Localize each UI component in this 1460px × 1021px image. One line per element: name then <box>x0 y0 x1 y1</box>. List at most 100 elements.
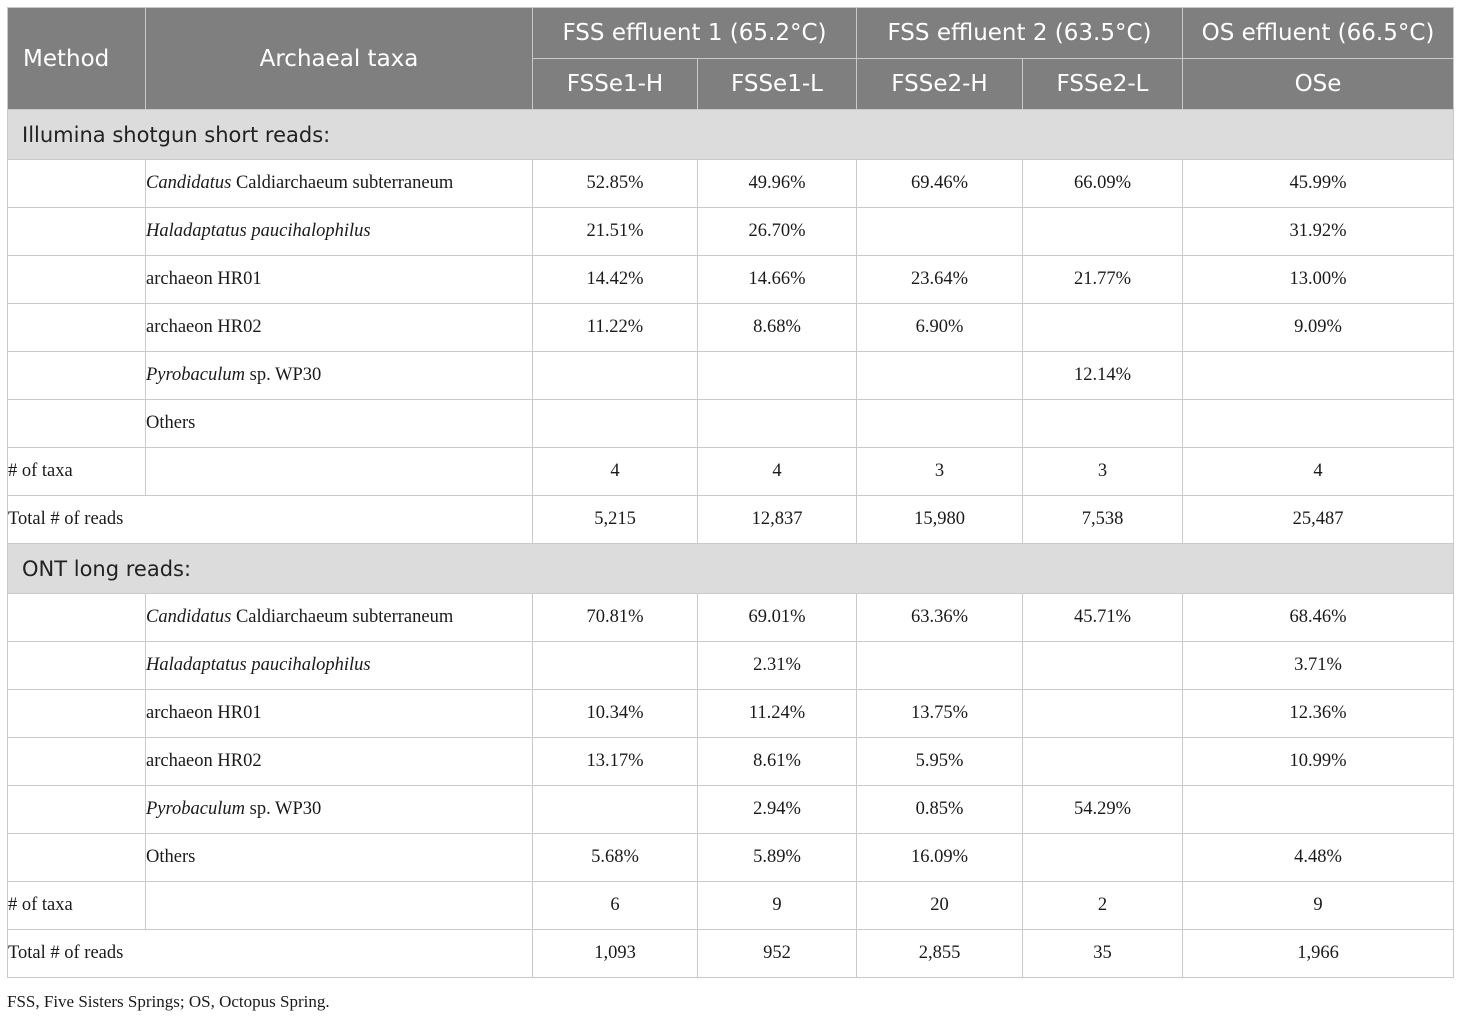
table-row: Pyrobaculum sp. WP30 2.94% 0.85% 54.29% <box>7 785 1454 834</box>
taxon-name-cell: archaeon HR02 <box>145 303 533 352</box>
taxon-name-cell: archaeon HR02 <box>145 737 533 786</box>
total-reads-value: 1,966 <box>1182 929 1454 978</box>
header-sample-fsse2-h: FSSe2-H <box>856 58 1023 110</box>
abundance-cell <box>1022 689 1183 738</box>
method-cell <box>7 689 146 738</box>
abundance-cell: 11.24% <box>697 689 857 738</box>
method-cell <box>7 303 146 352</box>
abundance-cell: 13.17% <box>532 737 698 786</box>
taxa-count-row: # of taxa 4 4 3 3 4 <box>7 447 1454 496</box>
abundance-cell <box>1182 351 1454 400</box>
taxon-name-rest: Caldiarchaeum subterraneum <box>231 173 454 193</box>
method-cell <box>7 833 146 882</box>
abundance-cell: 14.66% <box>697 255 857 304</box>
abundance-cell <box>532 351 698 400</box>
taxon-name-italic: Pyrobaculum <box>146 365 245 385</box>
taxon-name-rest: archaeon HR01 <box>146 269 262 289</box>
abundance-cell: 26.70% <box>697 207 857 256</box>
abundance-cell: 5.95% <box>856 737 1023 786</box>
abundance-cell <box>1182 399 1454 448</box>
abundance-cell: 5.89% <box>697 833 857 882</box>
empty-taxon-cell <box>145 881 533 930</box>
method-cell <box>7 785 146 834</box>
abundance-cell: 11.22% <box>532 303 698 352</box>
abundance-cell: 69.46% <box>856 159 1023 208</box>
taxa-count-value: 9 <box>1182 881 1454 930</box>
taxa-count-value: 9 <box>697 881 857 930</box>
abundance-cell: 21.51% <box>532 207 698 256</box>
abundance-cell: 2.31% <box>697 641 857 690</box>
abundance-cell: 21.77% <box>1022 255 1183 304</box>
header-sample-fsse1-l: FSSe1-L <box>697 58 857 110</box>
header-sample-fsse1-h: FSSe1-H <box>532 58 698 110</box>
abundance-cell <box>856 207 1023 256</box>
total-reads-row: Total # of reads 5,215 12,837 15,980 7,538 25… <box>7 495 1454 544</box>
method-cell <box>7 399 146 448</box>
taxa-count-value: 6 <box>532 881 698 930</box>
abundance-cell: 5.68% <box>532 833 698 882</box>
taxon-name-italic: Candidatus <box>146 173 232 193</box>
taxon-name-cell: Pyrobaculum sp. WP30 <box>145 785 533 834</box>
abundance-cell <box>856 399 1023 448</box>
abundance-cell <box>1022 303 1183 352</box>
abundance-cell: 14.42% <box>532 255 698 304</box>
taxon-name-rest: archaeon HR02 <box>146 751 262 771</box>
abundance-cell: 8.61% <box>697 737 857 786</box>
header-sample-ose: OSe <box>1182 58 1454 110</box>
section-header-row: Illumina shotgun short reads: <box>7 109 1454 160</box>
abundance-cell: 10.34% <box>532 689 698 738</box>
section-title: ONT long reads: <box>7 543 1454 594</box>
taxon-name-cell: Others <box>145 833 533 882</box>
abundance-cell: 12.14% <box>1022 351 1183 400</box>
method-cell <box>7 255 146 304</box>
abundance-cell <box>1182 785 1454 834</box>
taxon-name-italic: Candidatus <box>146 607 232 627</box>
total-reads-value: 25,487 <box>1182 495 1454 544</box>
abundance-cell <box>1022 207 1183 256</box>
abundance-cell: 68.46% <box>1182 593 1454 642</box>
taxon-name-cell: archaeon HR01 <box>145 255 533 304</box>
taxon-name-cell: archaeon HR01 <box>145 689 533 738</box>
abundance-cell: 45.71% <box>1022 593 1183 642</box>
method-cell <box>7 641 146 690</box>
taxa-count-value: 20 <box>856 881 1023 930</box>
total-reads-row: Total # of reads 1,093 952 2,855 35 1,966 <box>7 929 1454 978</box>
section-header-row: ONT long reads: <box>7 543 1454 594</box>
abundance-cell: 3.71% <box>1182 641 1454 690</box>
header-group-fss-effluent-1: FSS effluent 1 (65.2°C) <box>532 7 857 59</box>
taxa-count-label: # of taxa <box>7 881 146 930</box>
taxa-count-value: 4 <box>1182 447 1454 496</box>
taxa-count-value: 4 <box>532 447 698 496</box>
abundance-cell: 12.36% <box>1182 689 1454 738</box>
taxon-name-cell: Candidatus Caldiarchaeum subterraneum <box>145 159 533 208</box>
table-row: archaeon HR01 10.34% 11.24% 13.75% 12.36% <box>7 689 1454 738</box>
abundance-cell: 0.85% <box>856 785 1023 834</box>
taxa-count-row: # of taxa 6 9 20 2 9 <box>7 881 1454 930</box>
taxon-name-rest: archaeon HR01 <box>146 703 262 723</box>
taxon-name-cell: Others <box>145 399 533 448</box>
method-cell <box>7 737 146 786</box>
abundance-cell: 8.68% <box>697 303 857 352</box>
taxon-name-italic: Pyrobaculum <box>146 799 245 819</box>
method-cell <box>7 593 146 642</box>
table-row: Candidatus Caldiarchaeum subterraneum 52.… <box>7 159 1454 208</box>
taxon-name-cell: Candidatus Caldiarchaeum subterraneum <box>145 593 533 642</box>
table-row: archaeon HR01 14.42% 14.66% 23.64% 21.77% 13.… <box>7 255 1454 304</box>
abundance-cell: 10.99% <box>1182 737 1454 786</box>
total-reads-value: 7,538 <box>1022 495 1183 544</box>
taxa-count-value: 3 <box>856 447 1023 496</box>
abundance-cell: 45.99% <box>1182 159 1454 208</box>
abundance-cell: 9.09% <box>1182 303 1454 352</box>
total-reads-value: 12,837 <box>697 495 857 544</box>
table-row: Pyrobaculum sp. WP30 12.14% <box>7 351 1454 400</box>
total-reads-value: 15,980 <box>856 495 1023 544</box>
taxa-count-value: 4 <box>697 447 857 496</box>
taxon-name-cell: Pyrobaculum sp. WP30 <box>145 351 533 400</box>
abundance-cell <box>697 351 857 400</box>
total-reads-value: 1,093 <box>532 929 698 978</box>
method-cell <box>7 351 146 400</box>
total-reads-label: Total # of reads <box>7 929 533 978</box>
table-row: Haladaptatus paucihalophilus 2.31% 3.71% <box>7 641 1454 690</box>
archaeal-taxa-table: Method Archaeal taxa FSS effluent 1 (65.… <box>7 7 1454 978</box>
taxa-count-value: 3 <box>1022 447 1183 496</box>
